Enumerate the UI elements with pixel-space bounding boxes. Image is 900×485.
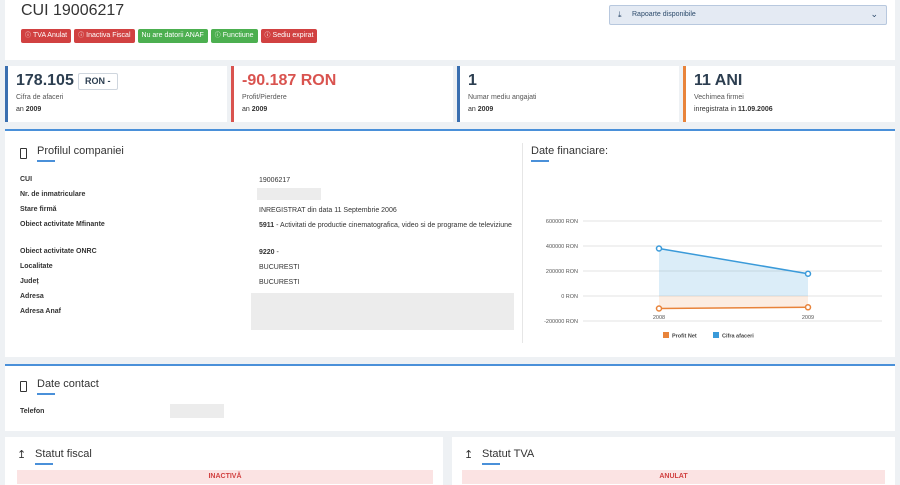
info-icon: ⓘ (78, 33, 85, 39)
redacted-address (251, 293, 514, 330)
financial-title: Date financiare: (531, 145, 608, 162)
reports-dropdown[interactable]: ⤓ Rapoarte disponibile ⌄ (609, 5, 887, 25)
series-area (659, 296, 808, 309)
kpi-value: -90.187 RON (242, 72, 337, 89)
series-area (659, 248, 808, 296)
trend-icon: ↥ (464, 449, 474, 461)
badge-functiune[interactable]: ⓘ Functiune (210, 29, 258, 43)
section-title: Statut fiscal (35, 448, 92, 465)
info-icon: ⓘ (214, 33, 221, 39)
data-point (804, 270, 812, 277)
kpi-value: 1 (468, 72, 477, 89)
label-localitate: Localitate (20, 263, 53, 270)
status-badge: ANULAT (462, 470, 885, 484)
data-point (804, 304, 812, 311)
badge-sediu-expirat[interactable]: ⓘ Sediu expirat (260, 29, 318, 43)
status-badges: ⓘ TVA Anulat ⓘ Inactiva Fiscal Nu are dato… (21, 29, 318, 43)
y-tick-label: 0 RON (561, 294, 578, 300)
download-icon: ⤓ (618, 10, 622, 19)
mobile-icon (20, 148, 27, 159)
y-tick-label: -200000 RON (544, 319, 578, 325)
kpi-label: Cifra de afaceri (16, 94, 64, 101)
kpi-sub: an 2009 (16, 106, 42, 113)
kpi-sub: inregistrata in 11.09.2006 (694, 106, 773, 113)
info-icon: ⓘ (25, 33, 32, 39)
legend-swatch (663, 332, 669, 338)
label-cui: CUI (20, 176, 33, 183)
y-tick-label: 600000 RON (546, 219, 578, 225)
badge-nu-are-datorii[interactable]: Nu are datorii ANAF (137, 29, 208, 43)
legend-swatch (713, 332, 719, 338)
section-title: Profilul companiei (37, 145, 124, 162)
kpi-vechime: 11 ANI Vechimea firmei inregistrata in 1… (683, 66, 895, 122)
value-obiect-mfinante: 5911 - Activitati de productie cinematog… (259, 222, 512, 229)
company-header: CUI 19006217 ⓘ TVA Anulat ⓘ Inactiva Fisca… (5, 0, 895, 60)
redacted-phone (170, 404, 224, 418)
kpi-label: Numar mediu angajati (468, 94, 537, 101)
page-title: CUI 19006217 (21, 2, 125, 19)
value-judet: BUCURESTI (259, 279, 300, 286)
series-line (658, 306, 809, 310)
kpi-sub: an 2009 (242, 106, 268, 113)
kpi-value: 11 ANI (694, 72, 743, 89)
value-localitate: BUCURESTI (259, 264, 300, 271)
info-icon: ⓘ (264, 33, 271, 39)
company-profile-panel: Profilul companiei CUI 19006217 Nr. de i… (5, 129, 895, 357)
value-cui: 19006217 (259, 177, 291, 184)
label-adresa: Adresa (20, 293, 44, 300)
kpi-label: Vechimea firmei (694, 94, 744, 101)
label-obiect-mfinante: Obiect activitate Mfinante (20, 221, 105, 228)
label-stare-firma: Stare firmă (20, 206, 57, 213)
kpi-label: Profit/Pierdere (242, 94, 287, 101)
kpi-cifra-afaceri: 178.105 RON - Cifra de afaceri an 2009 (5, 66, 227, 122)
divider (522, 143, 523, 343)
y-tick-label: 400000 RON (546, 244, 578, 250)
currency-selector[interactable]: RON - (78, 73, 118, 90)
contact-panel: Date contact Telefon (5, 364, 895, 431)
y-tick-label: 200000 RON (546, 269, 578, 275)
kpi-angajati: 1 Numar mediu angajati an 2009 (457, 66, 679, 122)
kpi-value: 178.105 (16, 72, 74, 89)
value-stare-firma: INREGISTRAT din data 11 Septembrie 2006 (259, 207, 397, 214)
label-adresa-anaf: Adresa Anaf (20, 308, 61, 315)
legend-label: Profit Net (672, 334, 697, 340)
badge-tva-anulat[interactable]: ⓘ TVA Anulat (21, 29, 72, 43)
series-line (658, 247, 809, 275)
label-nr-inmatriculare: Nr. de inmatriculare (20, 191, 86, 198)
trend-icon: ↥ (17, 449, 27, 461)
legend-label: Cifra afaceri (722, 334, 754, 340)
section-title: Statut TVA (482, 448, 534, 465)
kpi-sub: an 2009 (468, 106, 494, 113)
chevron-down-icon: ⌄ (870, 9, 878, 19)
x-tick-label: 2009 (802, 315, 814, 321)
redacted-value (257, 188, 321, 200)
section-title: Date contact (37, 378, 99, 395)
data-point (655, 245, 663, 252)
label-obiect-onrc: Obiect activitate ONRC (20, 248, 97, 255)
financial-chart-svg: 600000 RON 400000 RON 200000 RON 0 RON -2000… (544, 219, 882, 340)
label-telefon: Telefon (20, 408, 45, 415)
status-badge: INACTIVĂ (17, 470, 433, 484)
tva-status-panel: ↥ Statut TVA ANULAT (452, 437, 895, 485)
x-tick-label: 2008 (653, 315, 665, 321)
badge-inactiva-fiscal[interactable]: ⓘ Inactiva Fiscal (74, 29, 135, 43)
data-point (655, 305, 663, 312)
reports-dropdown-label: Rapoarte disponibile (632, 11, 696, 18)
mobile-icon (20, 381, 27, 392)
value-obiect-onrc: 9220 - (259, 249, 279, 256)
financial-chart: 600000 RON 400000 RON 200000 RON 0 RON -2000… (527, 191, 892, 351)
label-judet: Județ (20, 278, 39, 285)
fiscal-status-panel: ↥ Statut fiscal INACTIVĂ (5, 437, 443, 485)
kpi-profit-pierdere: -90.187 RON Profit/Pierdere an 2009 (231, 66, 453, 122)
